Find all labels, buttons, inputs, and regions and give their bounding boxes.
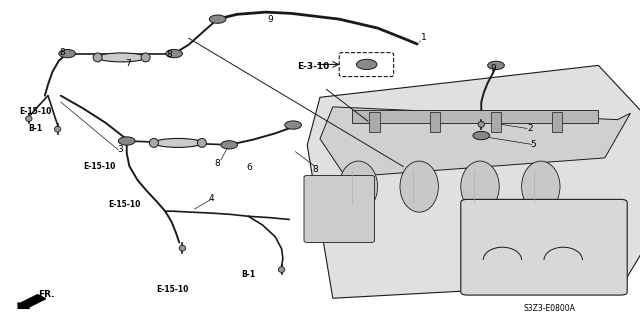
Circle shape <box>488 61 504 70</box>
Text: 6: 6 <box>247 163 252 172</box>
Ellipse shape <box>26 116 32 122</box>
Ellipse shape <box>179 245 186 251</box>
Text: E-15-10: E-15-10 <box>19 107 51 116</box>
Ellipse shape <box>339 161 378 212</box>
Text: 8: 8 <box>215 159 220 168</box>
Bar <box>369 112 380 132</box>
Ellipse shape <box>141 53 150 62</box>
Ellipse shape <box>97 53 146 62</box>
Text: B-1: B-1 <box>241 271 255 279</box>
Text: 9: 9 <box>490 64 495 73</box>
Circle shape <box>285 121 301 129</box>
Text: 3: 3 <box>118 145 123 154</box>
Text: 4: 4 <box>209 194 214 203</box>
Text: 8: 8 <box>312 165 317 174</box>
Circle shape <box>473 131 490 140</box>
Ellipse shape <box>461 161 499 212</box>
Circle shape <box>356 59 377 70</box>
Polygon shape <box>307 65 640 298</box>
Text: 2: 2 <box>527 124 532 133</box>
Ellipse shape <box>522 161 560 212</box>
Text: 9: 9 <box>268 15 273 24</box>
Ellipse shape <box>478 122 484 127</box>
Ellipse shape <box>198 138 206 147</box>
Polygon shape <box>320 107 630 177</box>
Text: E-15-10: E-15-10 <box>157 285 189 294</box>
Text: 8: 8 <box>60 48 65 57</box>
Text: E-15-10: E-15-10 <box>109 200 141 209</box>
Text: E-3-10: E-3-10 <box>298 63 330 71</box>
Text: E-15-10: E-15-10 <box>83 162 115 171</box>
FancyBboxPatch shape <box>304 175 374 242</box>
Text: 7: 7 <box>125 59 131 68</box>
Ellipse shape <box>400 161 438 212</box>
Text: B-1: B-1 <box>28 124 42 133</box>
Text: FR.: FR. <box>38 290 54 299</box>
Bar <box>430 112 440 132</box>
Text: 8: 8 <box>167 50 172 59</box>
FancyBboxPatch shape <box>461 199 627 295</box>
Ellipse shape <box>150 138 159 147</box>
Circle shape <box>118 137 135 145</box>
Ellipse shape <box>54 126 61 132</box>
FancyArrow shape <box>18 295 45 308</box>
Ellipse shape <box>278 267 285 272</box>
Circle shape <box>209 15 226 23</box>
Text: 5: 5 <box>531 140 536 149</box>
Bar <box>352 110 598 123</box>
Ellipse shape <box>154 138 202 147</box>
Bar <box>491 112 501 132</box>
Circle shape <box>166 49 182 58</box>
Circle shape <box>59 49 76 58</box>
Ellipse shape <box>93 53 102 62</box>
Text: 1: 1 <box>421 33 426 42</box>
Text: S3Z3-E0800A: S3Z3-E0800A <box>523 304 575 313</box>
Bar <box>552 112 562 132</box>
Circle shape <box>221 141 237 149</box>
